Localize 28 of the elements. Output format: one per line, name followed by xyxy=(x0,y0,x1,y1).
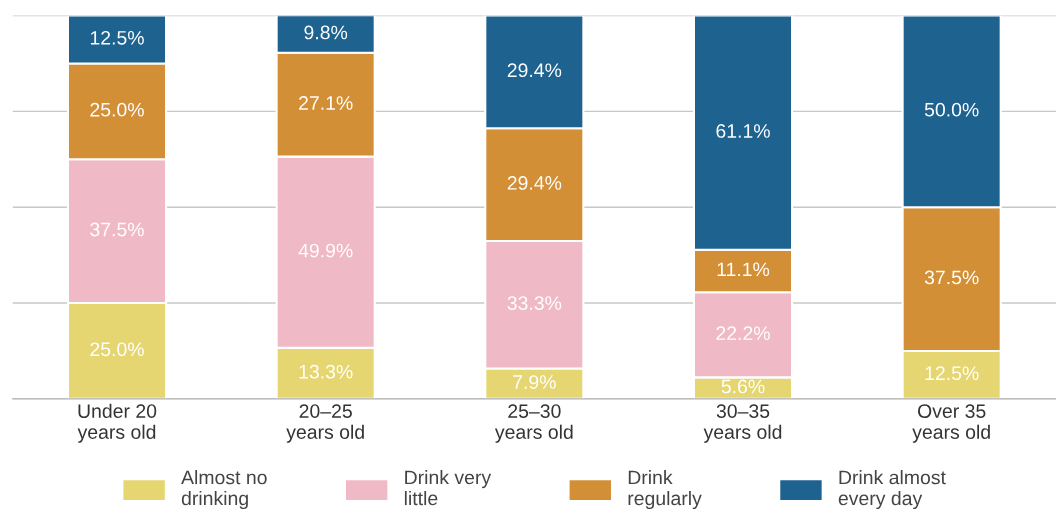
x-tick-label: 30–35 years old xyxy=(703,404,782,443)
data-label: 13.3% xyxy=(299,364,353,379)
data-label: 37.5% xyxy=(924,270,979,285)
data-label: 22.2% xyxy=(716,326,770,340)
data-label: 12.5% xyxy=(90,30,144,45)
data-label: 7.9% xyxy=(513,375,556,389)
data-label: 27.1% xyxy=(299,96,353,110)
data-label: 5.6% xyxy=(721,379,765,394)
x-tick-label: 25–30 years old xyxy=(494,404,573,443)
legend-label: Drink almost every day xyxy=(838,470,946,510)
legend-label: Drink very little xyxy=(404,470,492,506)
data-label: 9.8% xyxy=(304,25,348,40)
data-label: 61.1% xyxy=(716,124,770,138)
legend-label: Drink regularly xyxy=(628,470,702,510)
data-label: 49.9% xyxy=(298,243,353,258)
data-label: 29.4% xyxy=(507,176,562,190)
data-label: 25.0% xyxy=(90,342,144,357)
data-label: 12.5% xyxy=(925,366,979,381)
data-label: 29.4% xyxy=(507,63,562,78)
x-tick-label: 20–25 years old xyxy=(286,404,364,443)
data-label: 37.5% xyxy=(90,222,144,237)
x-tick-label: Under 20 years old xyxy=(77,403,157,443)
legend-label: Almost no drinking xyxy=(181,470,267,510)
data-label: 25.0% xyxy=(90,102,144,117)
data-label: 50.0% xyxy=(924,102,979,117)
x-tick-label: Over 35 years old xyxy=(912,404,990,443)
data-label: 11.1% xyxy=(717,262,770,277)
data-label: 33.3% xyxy=(507,296,562,310)
